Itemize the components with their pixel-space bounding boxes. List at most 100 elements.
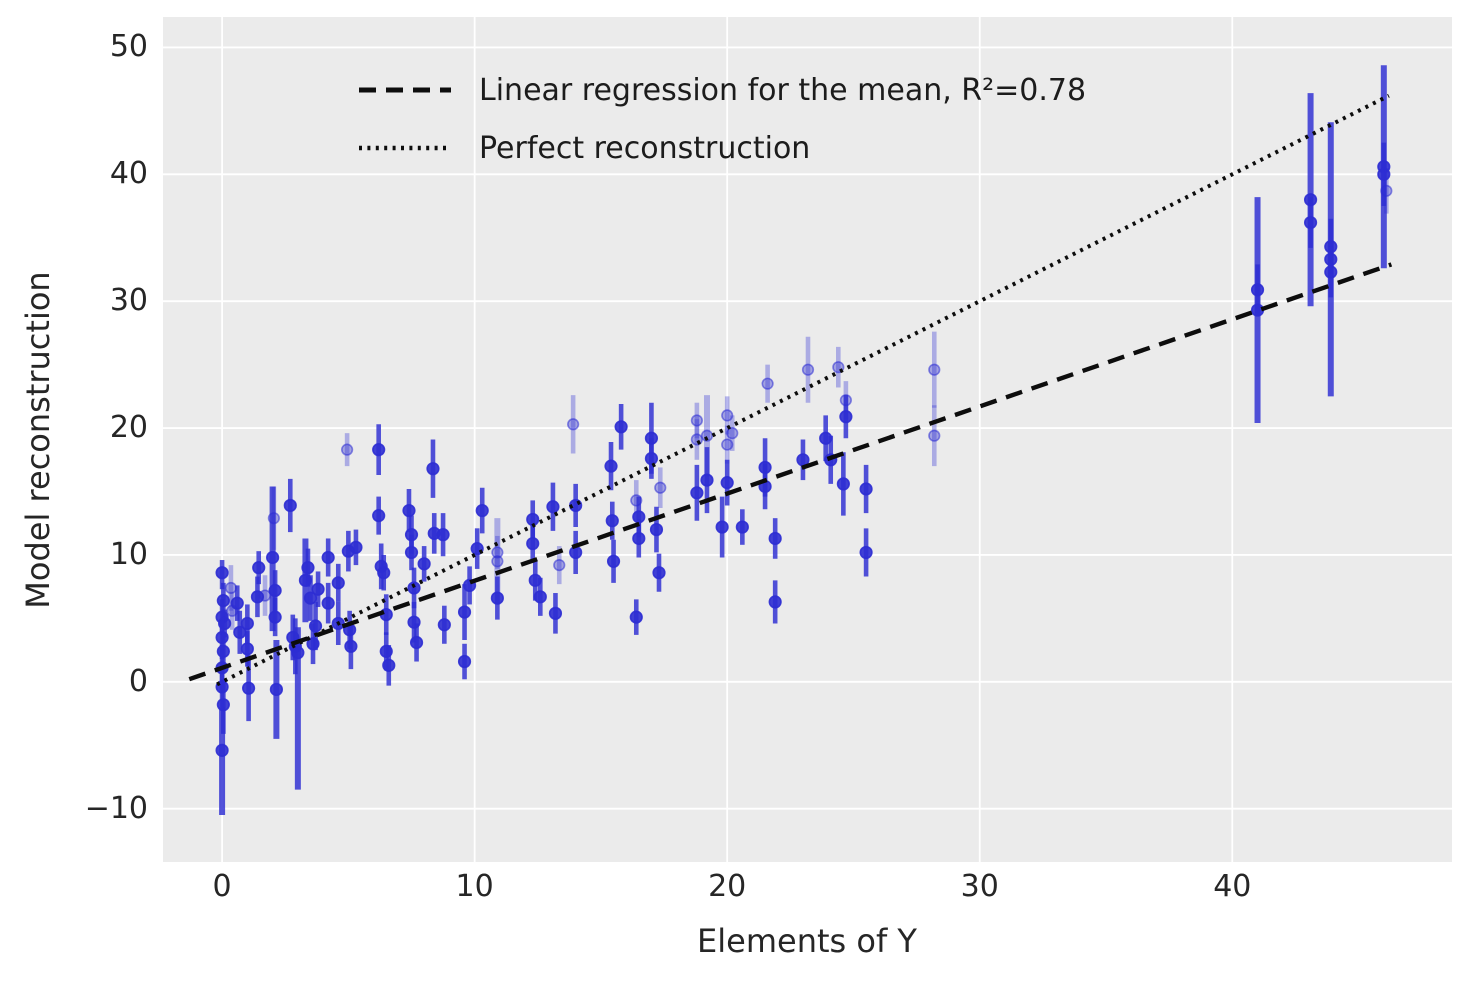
data-point bbox=[436, 528, 450, 542]
data-point bbox=[649, 522, 664, 537]
data-point bbox=[491, 555, 504, 568]
y-tick-label: −10 bbox=[84, 790, 148, 826]
data-point bbox=[215, 566, 229, 580]
data-point bbox=[700, 429, 714, 442]
data-point bbox=[721, 409, 734, 422]
data-point bbox=[240, 616, 254, 631]
data-point bbox=[859, 482, 873, 496]
data-point bbox=[567, 418, 580, 431]
data-point bbox=[721, 438, 734, 451]
x-tick-label: 30 bbox=[960, 869, 999, 904]
data-point bbox=[283, 498, 297, 513]
data-point bbox=[321, 596, 335, 610]
data-point bbox=[321, 550, 335, 565]
data-point bbox=[629, 610, 643, 624]
data-point bbox=[690, 414, 703, 427]
data-point bbox=[426, 462, 440, 476]
y-tick-label: 30 bbox=[109, 283, 148, 319]
data-point bbox=[402, 503, 416, 518]
data-point bbox=[349, 540, 363, 554]
data-point bbox=[569, 545, 583, 560]
data-point bbox=[533, 590, 547, 604]
data-point bbox=[604, 459, 618, 473]
data-point bbox=[1377, 167, 1391, 181]
x-tick-label: 40 bbox=[1213, 869, 1252, 904]
data-point bbox=[490, 591, 504, 605]
data-point bbox=[404, 545, 419, 560]
data-point bbox=[690, 486, 704, 500]
data-point bbox=[526, 512, 540, 527]
data-point bbox=[269, 682, 283, 697]
data-point bbox=[768, 531, 782, 546]
dotted-line-sample-icon bbox=[359, 145, 451, 151]
legend-entry-regression: Linear regression for the mean, R²=0.78 bbox=[359, 61, 1086, 119]
data-point bbox=[407, 581, 421, 595]
y-tick-label: 20 bbox=[109, 410, 148, 446]
data-point bbox=[308, 619, 323, 633]
data-point bbox=[606, 554, 621, 568]
dashed-line-sample-icon bbox=[359, 87, 451, 93]
x-tick-label: 10 bbox=[455, 869, 494, 904]
data-point bbox=[720, 476, 734, 490]
data-point bbox=[735, 520, 749, 534]
data-point bbox=[553, 559, 566, 572]
data-point bbox=[311, 582, 325, 596]
data-point bbox=[644, 451, 659, 466]
data-point bbox=[341, 443, 354, 456]
y-tick-label: 10 bbox=[109, 536, 148, 572]
legend-label-regression: Linear regression for the mean, R²=0.78 bbox=[479, 72, 1087, 108]
data-point bbox=[331, 576, 345, 590]
data-point bbox=[614, 420, 628, 434]
legend: Linear regression for the mean, R²=0.78 … bbox=[359, 61, 1086, 177]
data-point bbox=[377, 566, 391, 580]
scatter-plot-canvas bbox=[163, 17, 1452, 862]
data-point bbox=[1303, 215, 1318, 230]
data-point bbox=[268, 610, 282, 624]
data-point bbox=[761, 377, 774, 390]
data-point bbox=[437, 618, 451, 632]
data-point bbox=[928, 429, 941, 442]
data-point bbox=[409, 635, 424, 650]
data-point bbox=[700, 473, 714, 487]
x-axis-label: Elements of Y bbox=[697, 922, 917, 960]
identity-line bbox=[216, 93, 1390, 687]
x-tick-label: 0 bbox=[212, 869, 232, 904]
data-point bbox=[382, 658, 396, 672]
data-point bbox=[252, 561, 266, 575]
data-point bbox=[475, 503, 489, 518]
data-point bbox=[768, 595, 782, 609]
data-point bbox=[546, 500, 560, 514]
y-tick-label: 50 bbox=[109, 29, 148, 65]
y-tick-label: 0 bbox=[128, 663, 148, 699]
data-point bbox=[715, 520, 729, 534]
data-point bbox=[652, 566, 666, 580]
data-point bbox=[417, 557, 431, 571]
data-point bbox=[240, 642, 254, 656]
data-point bbox=[859, 545, 873, 560]
data-point bbox=[224, 581, 238, 595]
data-point bbox=[801, 363, 815, 376]
data-point bbox=[526, 536, 540, 551]
data-point bbox=[372, 443, 386, 457]
data-point bbox=[301, 561, 315, 575]
data-point bbox=[1324, 265, 1338, 279]
data-point bbox=[726, 427, 739, 440]
data-point bbox=[1380, 184, 1393, 197]
y-tick-label: 40 bbox=[109, 156, 148, 192]
data-point bbox=[836, 477, 850, 491]
data-point bbox=[242, 681, 256, 695]
data-point bbox=[491, 546, 504, 559]
legend-label-identity: Perfect reconstruction bbox=[479, 130, 811, 166]
data-point bbox=[215, 743, 229, 757]
data-point bbox=[372, 509, 386, 523]
data-point bbox=[548, 606, 563, 620]
data-point bbox=[268, 583, 282, 598]
y-axis-label: Model reconstruction bbox=[19, 271, 57, 609]
data-point bbox=[344, 639, 358, 653]
data-point bbox=[267, 512, 280, 525]
plot-area: Linear regression for the mean, R²=0.78 … bbox=[163, 17, 1452, 862]
data-point bbox=[632, 531, 646, 546]
data-point bbox=[457, 605, 472, 619]
data-point bbox=[605, 514, 619, 528]
